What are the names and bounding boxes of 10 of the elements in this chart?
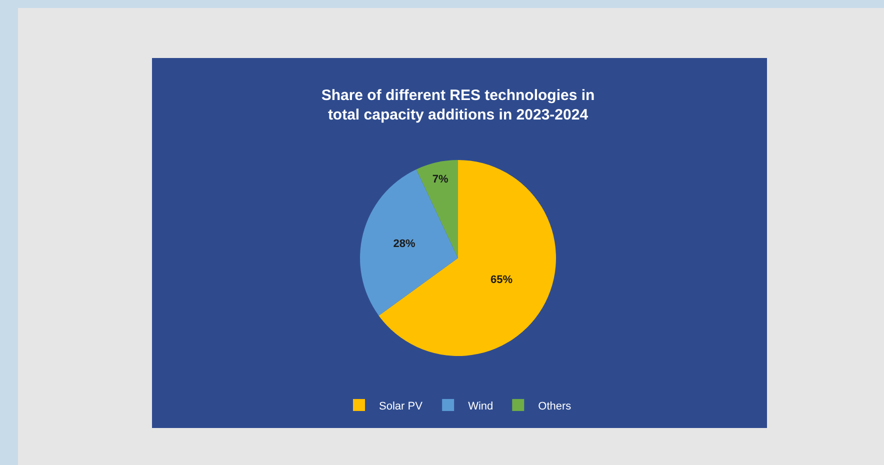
legend-label: Others — [538, 400, 572, 412]
data-label: 7% — [432, 173, 449, 186]
legend-label: Wind — [468, 400, 494, 412]
data-label: 65% — [490, 274, 513, 286]
legend-label: Solar PV — [379, 400, 424, 412]
chart-title: Share of different RES technologies in total capacity additions in 2023-2024 — [321, 87, 595, 124]
pie-slice — [378, 160, 556, 356]
data-label: 28% — [393, 238, 416, 250]
pie-slice — [360, 169, 458, 316]
pie-slice — [416, 160, 458, 258]
